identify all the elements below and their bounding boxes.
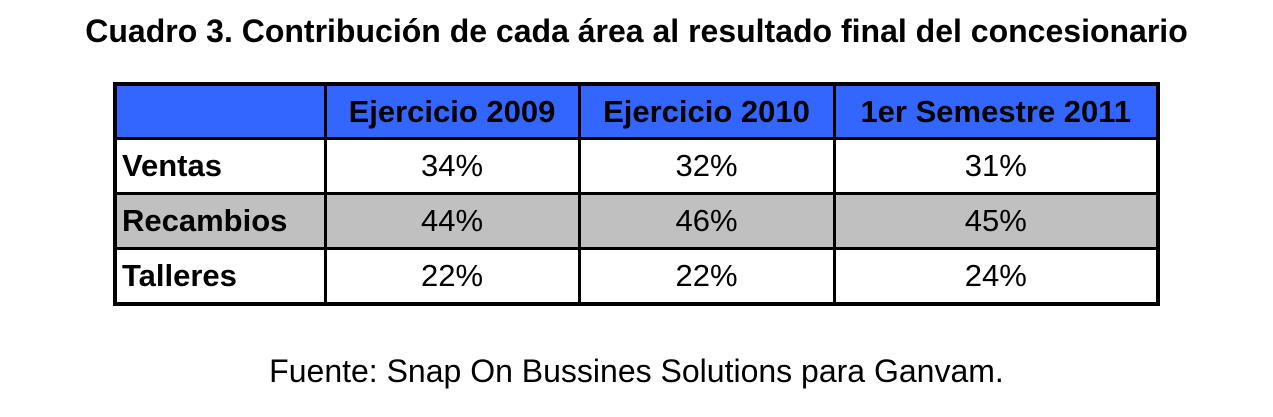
data-cell: 34% xyxy=(323,137,581,196)
data-cell: 22% xyxy=(323,247,581,306)
row-label-recambios: Recambios xyxy=(113,192,327,251)
row-label-ventas: Ventas xyxy=(113,137,327,196)
table-row-talleres: Talleres 22% 22% 24% xyxy=(113,247,1160,306)
data-cell: 22% xyxy=(577,247,836,306)
table-row-ventas: Ventas 34% 32% 31% xyxy=(113,137,1160,196)
header-row: Ejercicio 2009 Ejercicio 2010 1er Semest… xyxy=(113,82,1160,141)
data-cell: 24% xyxy=(832,247,1160,306)
page-title: Cuadro 3. Contribución de cada área al r… xyxy=(85,13,1188,49)
table-row-recambios: Recambios 44% 46% 45% xyxy=(113,192,1160,251)
source-note: Fuente: Snap On Bussines Solutions para … xyxy=(269,352,1004,389)
contribution-table: Ejercicio 2009 Ejercicio 2010 1er Semest… xyxy=(113,81,1160,306)
column-header-blank xyxy=(113,82,327,141)
row-label-talleres: Talleres xyxy=(113,247,327,306)
data-cell: 44% xyxy=(323,192,581,251)
column-header-ejercicio-2010: Ejercicio 2010 xyxy=(577,82,836,141)
column-header-1er-semestre-2011: 1er Semestre 2011 xyxy=(832,82,1160,141)
data-cell: 32% xyxy=(577,137,836,196)
column-header-ejercicio-2009: Ejercicio 2009 xyxy=(323,82,581,141)
data-cell: 46% xyxy=(577,192,836,251)
data-cell: 31% xyxy=(832,137,1160,196)
data-cell: 45% xyxy=(832,192,1160,251)
